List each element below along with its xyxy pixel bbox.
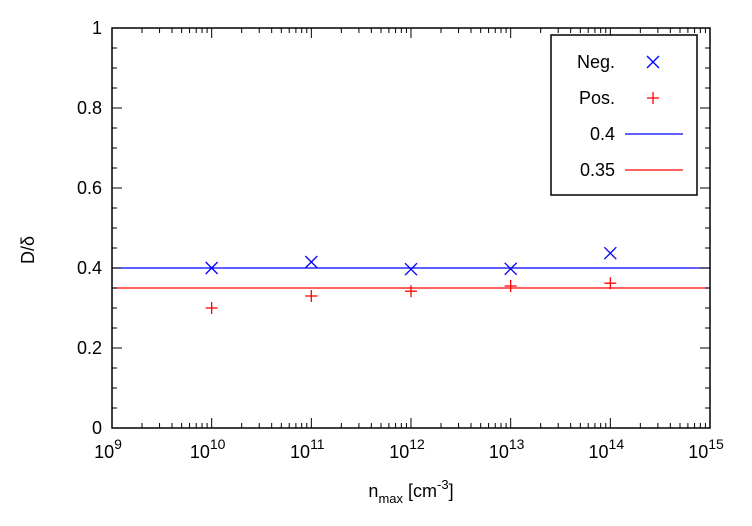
plot-points — [205, 246, 617, 314]
data-point — [205, 261, 219, 275]
y-tick-label: 0.2 — [77, 338, 102, 358]
x-tick-label: 109 — [94, 436, 122, 462]
marker-stroke — [304, 255, 318, 269]
x-axis-title-sup: -3 — [437, 477, 449, 492]
marker-stroke — [404, 262, 418, 276]
legend-label: Pos. — [579, 88, 615, 108]
y-axis-title: D/δ — [18, 236, 38, 264]
x-axis-title-base: n — [368, 481, 378, 501]
y-tick-label: 0.8 — [77, 98, 102, 118]
data-point — [504, 280, 517, 292]
marker-stroke — [504, 262, 518, 276]
data-point — [405, 285, 417, 298]
x-axis-title: nmax [cm-3] — [368, 477, 453, 506]
data-point — [604, 277, 617, 290]
legend: Neg. Pos. 0.4 0.35 — [550, 34, 698, 196]
data-point — [305, 290, 318, 302]
x-tick-label: 1015 — [688, 436, 724, 462]
data-point — [404, 262, 418, 276]
legend-swatch — [647, 92, 659, 104]
legend-label: 0.35 — [580, 160, 615, 180]
x-tick-label: 1014 — [589, 436, 625, 462]
legend-swatch — [646, 55, 660, 69]
marker-stroke — [646, 55, 660, 69]
x-tick-label: 1013 — [489, 436, 525, 462]
data-point — [603, 246, 617, 260]
legend-label: Neg. — [577, 52, 615, 72]
marker-stroke — [603, 246, 617, 260]
legend-label: 0.4 — [590, 124, 615, 144]
legend-box — [550, 34, 698, 196]
x-axis-title-unit: [cm — [403, 481, 437, 501]
x-axis-title-close: ] — [449, 481, 454, 501]
y-tick-label: 0.6 — [77, 178, 102, 198]
x-tick-label: 1012 — [389, 436, 425, 462]
y-tick-label: 0.4 — [77, 258, 102, 278]
plot-lines — [112, 267, 710, 289]
x-tick-label: 1011 — [290, 436, 325, 462]
tick-labels: 0 0.2 0.4 0.6 0.8 1 109 1010 1011 1012 1013 1014 101… — [77, 18, 724, 462]
marker-stroke — [205, 261, 219, 275]
data-point — [504, 262, 518, 276]
data-point — [205, 302, 218, 314]
x-tick-label: 1010 — [190, 436, 226, 462]
y-tick-label: 0 — [92, 418, 102, 438]
x-axis-title-sub: max — [378, 491, 403, 506]
data-point — [304, 255, 318, 269]
y-tick-label: 1 — [92, 18, 102, 38]
plot-frame — [111, 27, 711, 429]
